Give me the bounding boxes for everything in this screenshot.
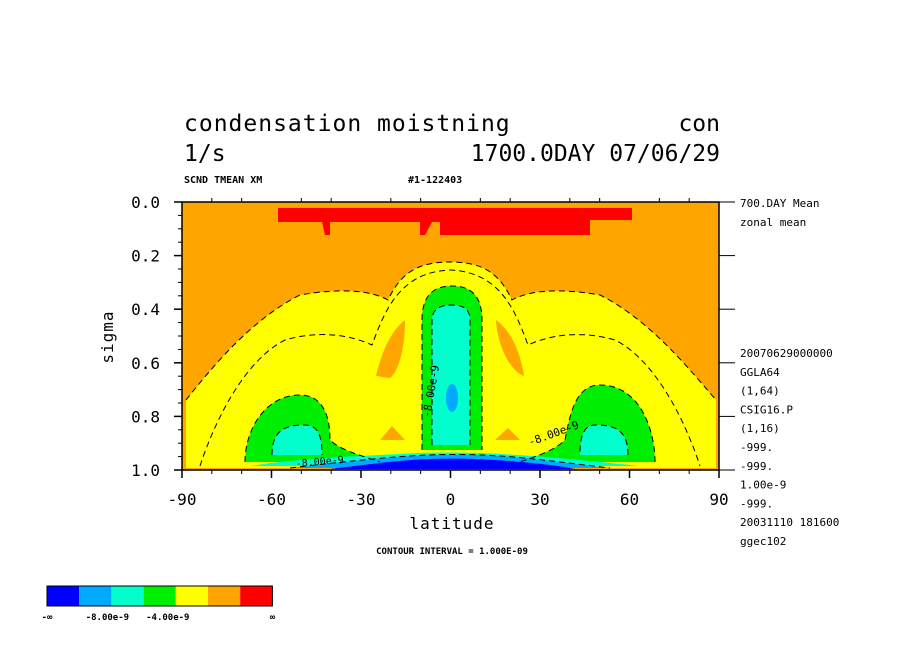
info-line: (1,64) (740, 385, 780, 398)
info-line: -999. (740, 497, 773, 510)
y-axis-label: sigma (98, 310, 117, 363)
title-line2-right: 1700.0DAY 07/06/29 (471, 141, 720, 167)
y-tick-label: 0.8 (131, 407, 160, 426)
info-line: 1.00e-9 (740, 479, 786, 492)
field-orange-spot-left (380, 426, 405, 440)
x-tick-label: 90 (709, 490, 728, 509)
title-line2-left: 1/s (184, 141, 226, 167)
legend-label: -4.00e-9 (146, 613, 189, 623)
y-axis: 0.0 0.2 0.4 0.6 0.8 1.0 (131, 193, 735, 480)
x-tick-label: 60 (620, 490, 639, 509)
info-line: 20070629000000 (740, 347, 833, 360)
subtitle-left: SCND TMEAN XM (184, 175, 262, 186)
field-orange-notch-left (376, 320, 405, 378)
y-tick-label: 1.0 (131, 461, 160, 480)
legend-swatch (143, 586, 176, 606)
y-tick-label: 0.2 (131, 247, 160, 266)
legend: -∞ -8.00e-9 -4.00e-9 ∞ (42, 585, 276, 623)
info-line: GGLA64 (740, 366, 780, 379)
legend-swatch (47, 586, 80, 606)
info-line: 20031110 181600 (740, 516, 839, 529)
y-tick-label: 0.0 (131, 193, 160, 212)
info-mean: 700.DAY Mean (740, 197, 819, 210)
x-tick-label: -60 (257, 490, 286, 509)
legend-swatch (240, 586, 273, 606)
legend-swatch (111, 586, 144, 606)
x-tick-label: 30 (530, 490, 549, 509)
x-tick-label: -30 (347, 490, 376, 509)
legend-label: ∞ (270, 613, 276, 623)
info-line: (1,16) (740, 422, 780, 435)
legend-swatch (79, 586, 112, 606)
info-zonal: zonal mean (740, 216, 806, 229)
y-tick-label: 0.4 (131, 300, 160, 319)
field-red (278, 208, 632, 235)
y-tick-label: 0.6 (131, 354, 160, 373)
legend-label: -8.00e-9 (86, 613, 129, 623)
title-line1-left: condensation moistning (184, 111, 511, 137)
contour-lines (185, 261, 717, 469)
subtitle-right: #1-122403 (408, 175, 462, 186)
legend-swatch (208, 586, 241, 606)
contour-label-bottom: -8.00e-9 (295, 455, 344, 470)
x-axis: -90 -60 -30 0 30 60 90 (168, 198, 729, 509)
plot-field: -8.00e-9 -8.00e-9 -8.00e-9 (182, 202, 719, 470)
field-cyan-right (580, 425, 628, 455)
field-orange-notch-right (496, 320, 524, 376)
title-line1-right: con (678, 111, 720, 137)
field-cyan-left (272, 425, 322, 455)
legend-frame (46, 585, 273, 607)
field-orange-spot-right (495, 428, 520, 440)
field-cyan-center (432, 305, 470, 445)
contour-interval: CONTOUR INTERVAL = 1.000E-09 (376, 547, 528, 557)
legend-swatch (175, 586, 208, 606)
x-tick-label: 0 (446, 490, 456, 509)
info-line: -999. (740, 460, 773, 473)
info-line: CSIG16.P (740, 403, 793, 416)
info-line: ggec102 (740, 535, 786, 548)
info-line: -999. (740, 441, 773, 454)
x-tick-label: -90 (168, 490, 197, 509)
x-axis-label: latitude (409, 514, 494, 533)
field-lightblue-spot (446, 384, 458, 412)
legend-label: -∞ (42, 613, 53, 623)
field-bottom-blue (330, 458, 575, 469)
info-lines: 20070629000000 GGLA64 (1,64) CSIG16.P (1,16)… (740, 347, 839, 548)
